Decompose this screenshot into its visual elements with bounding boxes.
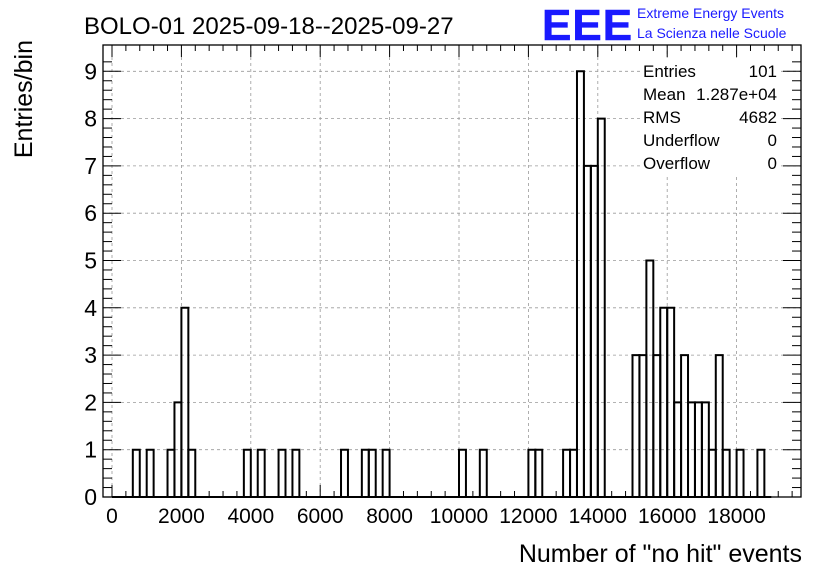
histogram-bin xyxy=(478,448,488,497)
histogram-bin xyxy=(291,448,301,497)
histogram-bin xyxy=(277,448,287,497)
stats-underflow-value: 0 xyxy=(768,131,777,150)
y-tick-label: 7 xyxy=(84,153,97,179)
histogram-bin xyxy=(596,117,606,497)
stats-box-background xyxy=(641,58,779,176)
stats-rms-value: 4682 xyxy=(739,108,777,127)
stats-overflow-value: 0 xyxy=(768,154,777,173)
stats-mean-value: 1.287e+04 xyxy=(696,85,777,104)
histogram-bin xyxy=(145,448,155,497)
y-tick-labels: 0 1 2 3 4 5 6 7 8 9 xyxy=(84,58,97,510)
y-tick-label: 4 xyxy=(84,295,97,321)
stats-box: Entries 101 Mean 1.287e+04 RMS 4682 Unde… xyxy=(641,58,779,176)
x-tick-labels: 0 2000 4000 6000 8000 10000 12000 14000 16000 180… xyxy=(106,505,766,528)
logo-line-2: La Scienza nelle Scuole xyxy=(637,25,787,41)
x-tick-label: 4000 xyxy=(227,505,274,528)
x-tick-label: 12000 xyxy=(499,505,557,528)
stats-rms-label: RMS xyxy=(643,108,681,127)
histogram-bin xyxy=(534,448,544,497)
chart-title: BOLO-01 2025-09-18--2025-09-27 xyxy=(84,13,454,40)
x-tick-label: 16000 xyxy=(638,505,696,528)
histogram-bin xyxy=(458,448,467,497)
y-tick-label: 6 xyxy=(84,200,97,226)
histogram-bin xyxy=(340,448,349,497)
y-tick-label: 9 xyxy=(84,58,97,84)
histogram-bin xyxy=(131,448,141,497)
stats-entries-label: Entries xyxy=(643,62,696,81)
histogram-bin xyxy=(367,448,377,497)
x-tick-label: 8000 xyxy=(366,505,413,528)
y-tick-label: 5 xyxy=(84,248,97,274)
axis-ticks xyxy=(103,45,801,498)
y-tick-label: 3 xyxy=(84,342,97,368)
logo-mark: EEE xyxy=(542,1,633,50)
eee-logo: EEE Extreme Energy Events La Scienza nel… xyxy=(542,1,787,51)
histogram-bin xyxy=(242,448,252,497)
histogram-bin xyxy=(180,306,190,497)
x-tick-label: 0 xyxy=(106,505,118,528)
x-tick-label: 2000 xyxy=(158,505,205,528)
y-tick-label: 8 xyxy=(84,106,97,132)
histogram-bin xyxy=(735,448,745,497)
stats-entries-value: 101 xyxy=(749,62,777,81)
y-axis-title: Entries/bin xyxy=(10,40,38,158)
histogram-bin xyxy=(714,354,724,497)
histogram-bin xyxy=(187,448,197,497)
x-axis-title: Number of "no hit" events xyxy=(519,540,802,568)
stats-overflow-label: Overflow xyxy=(643,154,711,173)
x-tick-label: 18000 xyxy=(707,505,765,528)
histogram-bin xyxy=(756,448,766,497)
histogram-bin xyxy=(721,448,731,497)
histogram-outline xyxy=(112,70,772,498)
x-tick-label: 10000 xyxy=(430,505,488,528)
y-tick-label: 1 xyxy=(84,437,97,463)
stats-mean-label: Mean xyxy=(643,85,686,104)
plot-frame xyxy=(102,44,802,498)
histogram-bin xyxy=(256,448,266,497)
x-tick-label: 6000 xyxy=(297,505,344,528)
x-tick-label: 14000 xyxy=(569,505,627,528)
stats-underflow-label: Underflow xyxy=(643,131,720,150)
y-tick-label: 0 xyxy=(84,484,97,510)
grid-lines xyxy=(103,45,801,497)
histogram-bin xyxy=(381,448,391,497)
logo-line-1: Extreme Energy Events xyxy=(637,5,784,21)
y-tick-label: 2 xyxy=(84,389,97,415)
